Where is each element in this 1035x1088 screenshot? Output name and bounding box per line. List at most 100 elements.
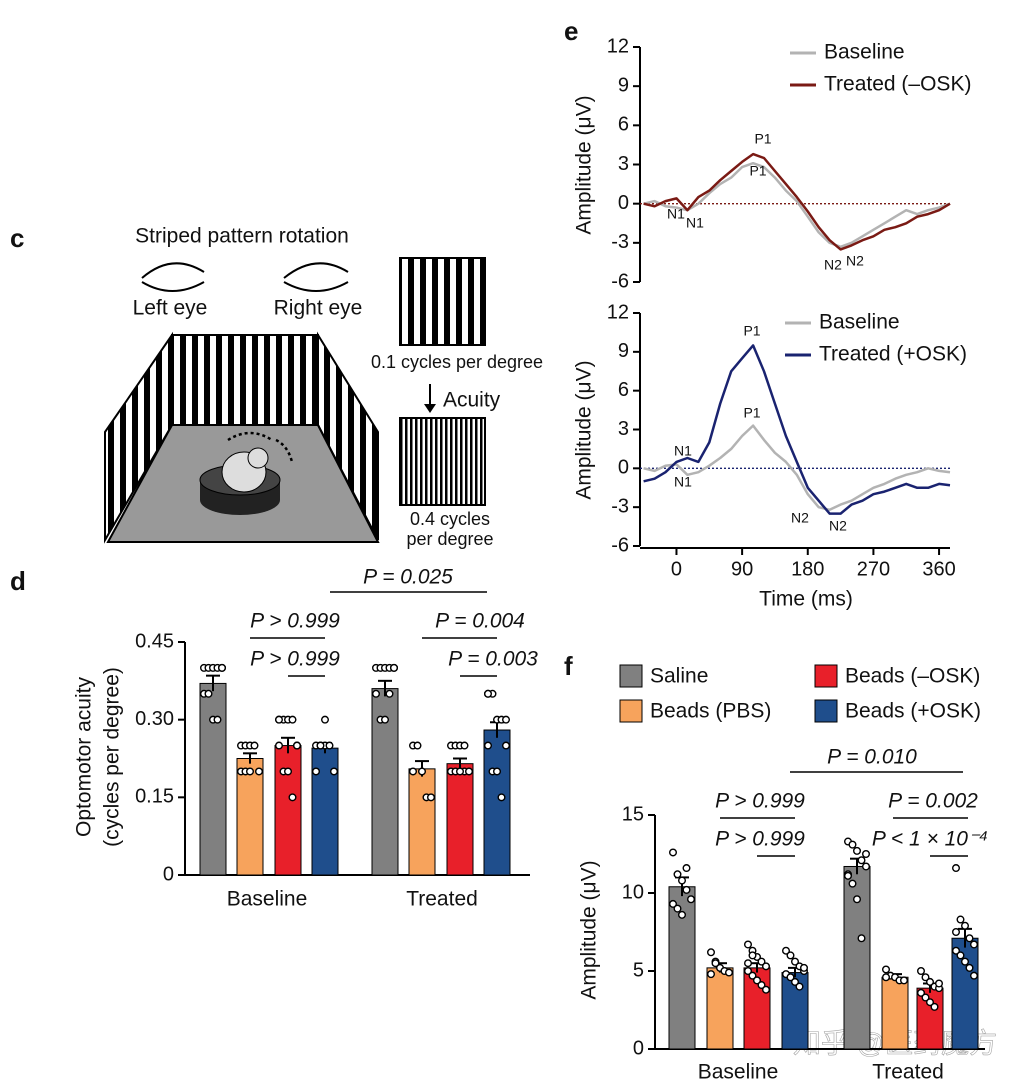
p-value: P = 0.002 (888, 790, 978, 813)
data-point (857, 856, 866, 865)
data-point (284, 767, 293, 776)
y-tick-label: -3 (611, 231, 629, 253)
data-point (288, 715, 297, 724)
data-point (748, 951, 757, 960)
label: Right eye (274, 297, 363, 320)
data-line (643, 161, 951, 249)
grating (399, 417, 486, 506)
data-point (744, 940, 753, 949)
y-tick-label: 12 (607, 35, 629, 57)
peak-label: N1 (686, 215, 704, 231)
grating (399, 257, 486, 346)
data-point (786, 951, 795, 960)
data-point (390, 663, 399, 672)
data-point (497, 793, 506, 802)
data-point (678, 910, 687, 919)
y-tick-label: 3 (618, 153, 629, 175)
p-value: P > 0.999 (250, 648, 340, 671)
peak-label: N2 (824, 257, 842, 273)
data-point (409, 767, 418, 776)
bar (311, 747, 339, 876)
side-wall (104, 331, 173, 544)
x-tick-label: 180 (791, 558, 824, 580)
diagram-title: Striped pattern rotation (135, 225, 349, 248)
data-point (926, 977, 935, 986)
data-point (707, 970, 716, 979)
data-line (643, 152, 951, 251)
data-point (707, 948, 716, 957)
data-point (935, 979, 944, 988)
data-point (952, 946, 961, 955)
data-point (762, 962, 771, 971)
y-tick-label: -3 (611, 495, 629, 517)
y-tick-label: 15 (622, 803, 644, 825)
bar (843, 865, 871, 1050)
legend-label: Saline (650, 665, 708, 688)
bar (446, 763, 474, 876)
data-point (791, 977, 800, 986)
data-point (493, 767, 502, 776)
data-point (673, 904, 682, 913)
y-tick-label: -6 (611, 270, 629, 292)
p-value: P = 0.004 (435, 610, 525, 633)
data-point (961, 921, 970, 930)
data-point (312, 767, 321, 776)
peak-label: N1 (667, 206, 685, 222)
label: Acuity (443, 389, 501, 412)
legend-swatch (619, 699, 643, 723)
peak-label: N1 (674, 474, 692, 490)
data-point (757, 957, 766, 966)
data-point (795, 982, 804, 991)
data-point (930, 1002, 939, 1011)
data-point (744, 967, 753, 976)
data-point (678, 876, 687, 885)
data-point (217, 663, 226, 672)
peak-label: P1 (754, 131, 771, 147)
data-point (484, 741, 493, 750)
y-tick-label: 0 (618, 457, 629, 479)
data-point (786, 973, 795, 982)
peak-label: N2 (846, 253, 864, 269)
data-point (275, 741, 284, 750)
data-point (926, 998, 935, 1007)
data-point (857, 934, 866, 943)
label: Left eye (133, 297, 208, 320)
data-point (484, 689, 493, 698)
bar (881, 976, 909, 1050)
legend-label: Baseline (819, 311, 900, 334)
y-tick-label: 0 (618, 192, 629, 214)
side-wall (317, 331, 379, 541)
peak-label: N1 (674, 443, 692, 459)
legend-label: Treated (+OSK) (819, 343, 967, 366)
data-point (330, 767, 339, 776)
p-value: P = 0.003 (448, 648, 538, 671)
data-point (372, 689, 381, 698)
p-value: P > 0.999 (715, 790, 805, 813)
data-point (757, 981, 766, 990)
x-tick-label: 270 (857, 558, 890, 580)
y-tick-label: 10 (622, 881, 644, 903)
x-tick-label: Baseline (698, 1061, 779, 1084)
data-point (882, 965, 891, 974)
data-point (848, 879, 857, 888)
data-point (965, 963, 974, 972)
data-point (316, 741, 325, 750)
x-tick-label: 360 (922, 558, 955, 580)
y-axis-label: Amplitude (μV) (578, 860, 601, 999)
data-point (381, 715, 390, 724)
data-point (900, 976, 909, 985)
data-point (791, 957, 800, 966)
y-axis-label: Amplitude (μV) (573, 360, 596, 499)
y-axis-label: Amplitude (μV) (573, 95, 596, 234)
y-tick-label: 0 (633, 1037, 644, 1059)
data-point (669, 848, 678, 857)
data-point (853, 846, 862, 855)
data-point (413, 741, 422, 750)
y-tick-label: 12 (607, 301, 629, 323)
p-value: P > 0.999 (250, 610, 340, 633)
data-point (921, 993, 930, 1002)
x-tick-label: 90 (731, 558, 753, 580)
data-point (213, 715, 222, 724)
data-point (687, 895, 696, 904)
